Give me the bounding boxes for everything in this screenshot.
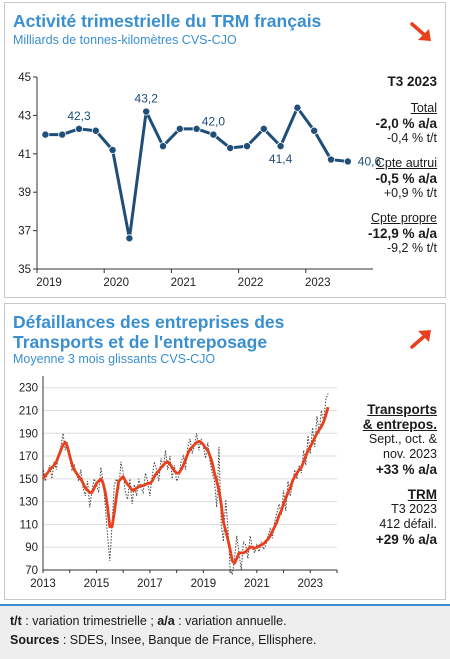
transports-label-line2: & entrepos. bbox=[362, 417, 437, 432]
y-tick-label: 41 bbox=[18, 149, 31, 161]
y-tick-label: 43 bbox=[18, 110, 31, 122]
data-label: 40,6 bbox=[358, 154, 382, 168]
data-point bbox=[276, 142, 285, 151]
total-annual-change: -2,0 % a/a bbox=[375, 116, 437, 131]
panel2-subtitle: Moyenne 3 mois glissants CVS-CJO bbox=[13, 352, 216, 366]
data-point bbox=[91, 126, 100, 135]
data-point bbox=[125, 234, 134, 243]
aa-definition: : variation annuelle. bbox=[174, 614, 287, 628]
series-line-moving-average bbox=[41, 406, 330, 565]
y-tick-label: 210 bbox=[19, 405, 38, 417]
y-tick-label: 90 bbox=[25, 542, 38, 554]
x-tick-label: 2021 bbox=[244, 578, 270, 590]
panel1-subtitle: Milliards de tonnes-kilomètres CVS-CJO bbox=[13, 33, 237, 47]
chart1-axes: 35 37 39 41 43 45 2019 2020 2021 2022 2023 bbox=[18, 72, 373, 289]
trm-annual-change: +29 % a/a bbox=[375, 532, 437, 547]
x-tick-label: 2019 bbox=[36, 277, 62, 289]
panel2-title-line2: Transports et de l'entreposage bbox=[13, 332, 268, 352]
arrow-down-right-icon bbox=[410, 22, 431, 41]
autrui-quarterly-change: +0,9 % t/t bbox=[383, 186, 437, 200]
y-tick-label: 35 bbox=[18, 264, 31, 276]
y-tick-label: 37 bbox=[18, 226, 31, 238]
trm-period: T3 2023 bbox=[391, 502, 437, 516]
data-point bbox=[343, 157, 352, 166]
autrui-annual-change: -0,5 % a/a bbox=[375, 171, 437, 186]
business-failures-chart: 70 90 110 130 150 170 190 210 230 2013 2015 2017 201… bbox=[19, 376, 338, 590]
panel1-title: Activité trimestrielle du TRM français bbox=[13, 11, 322, 31]
x-tick-label: 2017 bbox=[137, 578, 163, 590]
trm-label: TRM bbox=[407, 487, 437, 502]
period-label: T3 2023 bbox=[387, 74, 437, 89]
aa-abbr: a/a bbox=[157, 614, 175, 628]
x-tick-label: 2020 bbox=[103, 277, 129, 289]
data-label: 42,3 bbox=[67, 109, 91, 123]
data-point bbox=[41, 130, 50, 139]
y-tick-label: 190 bbox=[19, 428, 38, 440]
total-label: Total bbox=[410, 101, 437, 115]
data-point bbox=[142, 107, 151, 116]
chart2-axes: 70 90 110 130 150 170 190 210 230 2013 2015 2017 201… bbox=[19, 376, 338, 590]
data-point bbox=[192, 124, 201, 133]
transports-period-line1: Sept., oct. & bbox=[368, 432, 437, 446]
footer-abbreviations: t/t : variation trimestrielle ; a/a : va… bbox=[10, 614, 287, 628]
business-failures-panel: Défaillances des entreprises des Transpo… bbox=[4, 303, 446, 600]
x-tick-label: 2015 bbox=[84, 578, 110, 590]
trm-activity-chart: 35 37 39 41 43 45 2019 2020 2021 2022 2023 42,3 43,2… bbox=[18, 72, 382, 289]
total-quarterly-change: -0,4 % t/t bbox=[386, 131, 437, 145]
propre-quarterly-change: -9,2 % t/t bbox=[386, 241, 437, 255]
sources-text: : SDES, Insee, Banque de France, Ellisph… bbox=[59, 633, 317, 647]
panel2-side-values: Transports & entrepos. Sept., oct. & nov… bbox=[363, 402, 437, 547]
footer-notes: t/t : variation trimestrielle ; a/a : va… bbox=[0, 604, 450, 659]
y-tick-label: 45 bbox=[18, 72, 31, 84]
y-tick-label: 70 bbox=[25, 565, 38, 577]
data-point bbox=[326, 155, 335, 164]
y-tick-label: 110 bbox=[20, 519, 38, 531]
x-tick-label: 2022 bbox=[238, 277, 264, 289]
data-point bbox=[310, 126, 319, 135]
tt-definition: : variation trimestrielle ; bbox=[21, 614, 158, 628]
transports-label-line1: Transports bbox=[367, 402, 437, 417]
data-label: 41,4 bbox=[269, 152, 293, 166]
footer-sources: Sources : SDES, Insee, Banque de France,… bbox=[10, 633, 316, 647]
propre-annual-change: -12,9 % a/a bbox=[367, 226, 437, 241]
propre-label: Cpte propre bbox=[370, 211, 437, 225]
data-point bbox=[226, 144, 235, 153]
data-point bbox=[108, 145, 117, 154]
arrow-up-right-icon bbox=[410, 330, 431, 349]
y-tick-label: 130 bbox=[19, 497, 38, 509]
x-tick-label: 2013 bbox=[30, 578, 56, 590]
transports-annual-change: +33 % a/a bbox=[375, 462, 437, 477]
data-point bbox=[242, 142, 251, 151]
y-tick-label: 230 bbox=[19, 383, 38, 395]
data-point bbox=[293, 103, 302, 112]
y-tick-label: 39 bbox=[18, 187, 31, 199]
y-tick-label: 170 bbox=[19, 451, 38, 463]
data-point bbox=[75, 124, 84, 133]
y-tick-label: 150 bbox=[19, 474, 38, 486]
x-tick-label: 2023 bbox=[305, 277, 331, 289]
transports-period-line2: nov. 2023 bbox=[383, 447, 437, 461]
data-point bbox=[175, 124, 184, 133]
trm-failure-count: 412 défail. bbox=[379, 517, 437, 531]
tt-abbr: t/t bbox=[10, 614, 22, 628]
autrui-label: Cpte autrui bbox=[375, 156, 437, 170]
panel1-side-values: T3 2023 Total -2,0 % a/a -0,4 % t/t Cpte… bbox=[368, 74, 437, 256]
data-point bbox=[158, 142, 167, 151]
data-point bbox=[209, 130, 218, 139]
sources-label: Sources bbox=[10, 633, 60, 647]
panel2-title-line1: Défaillances des entreprises des bbox=[13, 312, 285, 332]
data-label: 43,2 bbox=[135, 92, 159, 106]
data-point bbox=[58, 130, 67, 139]
x-tick-label: 2023 bbox=[297, 578, 323, 590]
x-tick-label: 2021 bbox=[171, 277, 197, 289]
data-label: 42,0 bbox=[202, 115, 226, 129]
data-point bbox=[259, 124, 268, 133]
trm-activity-panel: Activité trimestrielle du TRM français M… bbox=[4, 2, 446, 298]
x-tick-label: 2019 bbox=[191, 578, 217, 590]
